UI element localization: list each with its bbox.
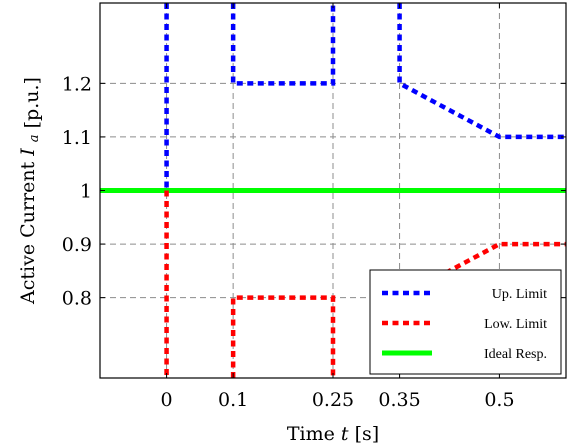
ticks: 0 0.1 0.25 0.35 0.5 0.8 0.9 1 1.1 1.2	[62, 3, 566, 411]
y-tick-label: 0.9	[62, 234, 92, 256]
legend-box	[369, 269, 562, 375]
x-tick-label: 0.5	[484, 389, 514, 411]
y-tick-label: 1.2	[62, 73, 92, 95]
series-low-limit-segment-2	[398, 241, 566, 300]
series-low-limit-segment-1	[230, 295, 336, 378]
y-axis-label: Active Current I a [p.u.]	[17, 77, 43, 305]
x-axis-label: Time t [s]	[287, 423, 379, 445]
x-tick-label: 0.35	[378, 389, 420, 411]
legend-label-low-limit: Low. Limit	[484, 317, 547, 332]
series-layer	[100, 3, 566, 378]
y-tick-label: 1	[80, 181, 92, 203]
y-tick-label: 0.8	[62, 288, 92, 310]
x-tick-label: 0.1	[218, 389, 248, 411]
y-tick-label: 1.1	[62, 127, 92, 149]
x-tick-label: 0	[161, 389, 173, 411]
series-up-limit-segment-2	[397, 3, 566, 140]
legend-label-up-limit: Up. Limit	[492, 287, 547, 302]
legend: Up. Limit Low. Limit Ideal Resp.	[369, 269, 562, 375]
legend-label-ideal-resp: Ideal Resp.	[484, 347, 547, 362]
series-up-limit-segment-1	[230, 3, 336, 86]
x-tick-label: 0.25	[312, 389, 354, 411]
